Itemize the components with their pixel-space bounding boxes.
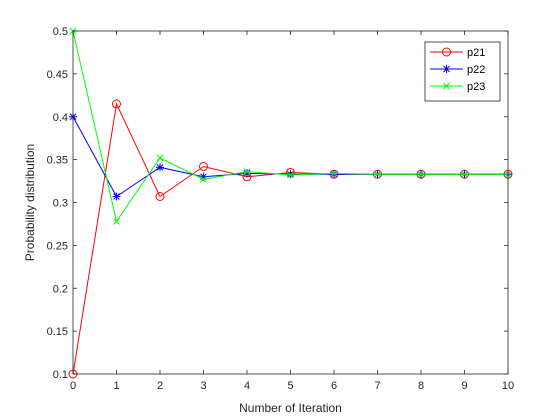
x-tick-label: 2 [157, 380, 163, 392]
y-tick-label: 0.35 [47, 155, 68, 167]
legend-item-p21: p21 [430, 47, 485, 59]
y-tick-label: 0.5 [53, 26, 68, 38]
data-point-p22 [156, 163, 164, 172]
data-point-p22 [330, 170, 338, 179]
x-tick-label: 10 [502, 380, 514, 392]
y-tick-label: 0.4 [53, 112, 68, 124]
y-axis: 0.1 0.15 0.2 0.25 0.3 0.35 0.4 0.45 0.5 [47, 26, 508, 381]
data-point-p23 [243, 168, 251, 175]
x-tick-label: 0 [70, 380, 76, 392]
data-point-p23 [461, 170, 468, 178]
y-tick-label: 0.45 [47, 69, 68, 81]
legend-item-p23: p23 [430, 81, 485, 93]
legend-label: p21 [467, 47, 485, 59]
x-tick-label: 6 [331, 380, 337, 392]
x-tick-label: 1 [113, 380, 119, 392]
x-tick-label: 4 [244, 380, 250, 392]
y-tick-label: 0.15 [47, 326, 68, 338]
data-point-p23 [330, 169, 338, 177]
data-point-p23 [417, 170, 425, 178]
x-axis-label: Number of Iteration [239, 401, 342, 415]
data-point-p23 [156, 154, 164, 162]
legend-label: p23 [467, 81, 485, 93]
x-tick-label: 9 [461, 380, 467, 392]
data-point-p23 [287, 171, 294, 179]
legend-marker [442, 65, 451, 73]
y-tick-label: 0.2 [53, 283, 68, 295]
data-point-p21 [155, 191, 165, 201]
legend-marker [442, 47, 451, 57]
y-tick-label: 0.3 [53, 198, 68, 210]
legend-box [424, 41, 501, 102]
legend: p21 p22 p23 [424, 41, 501, 102]
series-layer [68, 27, 513, 379]
legend-label: p22 [467, 64, 485, 76]
x-tick-label: 5 [287, 380, 293, 392]
data-point-p23 [374, 170, 381, 178]
data-point-p22 [112, 192, 121, 201]
data-point-p23 [113, 218, 120, 225]
y-axis-label: Probability distribution [23, 144, 37, 261]
x-tick-label: 7 [374, 380, 380, 392]
data-point-p21 [112, 99, 121, 109]
data-point-p22 [286, 170, 295, 179]
data-point-p22 [243, 169, 251, 178]
legend-item-p22: p22 [430, 64, 485, 76]
x-tick-label: 8 [418, 380, 424, 392]
data-point-p21 [199, 161, 208, 171]
y-tick-label: 0.1 [53, 369, 68, 381]
x-tick-label: 3 [200, 380, 206, 392]
data-point-p23 [200, 175, 207, 183]
x-axis: 0 1 2 3 4 5 6 7 8 9 10 [70, 31, 514, 392]
legend-marker [443, 82, 450, 90]
y-tick-label: 0.25 [47, 240, 68, 252]
